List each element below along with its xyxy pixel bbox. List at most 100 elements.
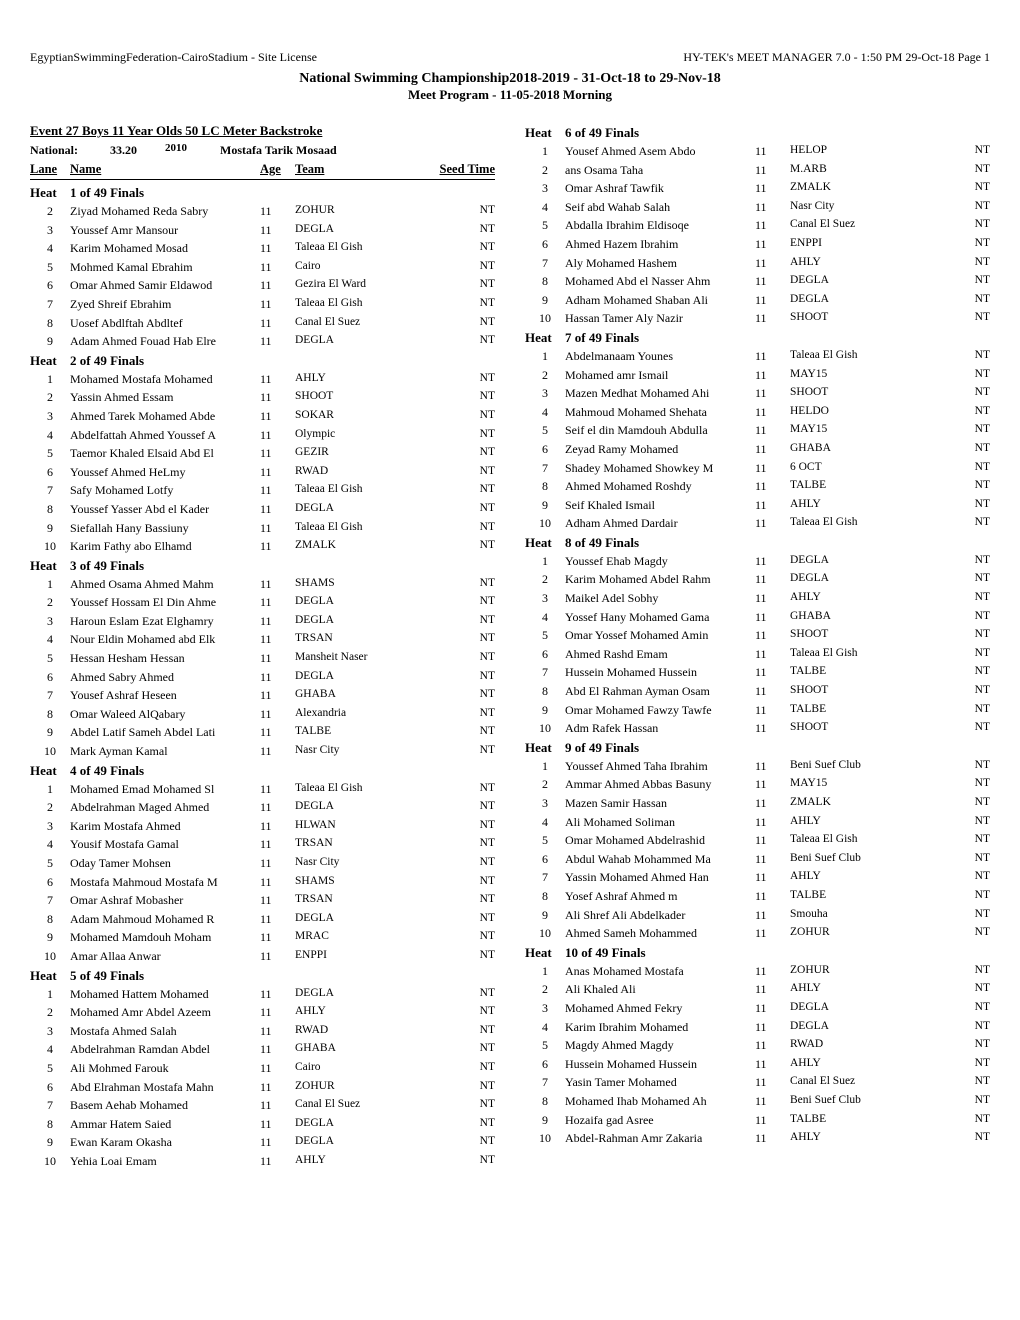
entry-lane: 9 bbox=[30, 332, 70, 351]
entry-seed: NT bbox=[910, 216, 990, 235]
entry-lane: 5 bbox=[525, 626, 565, 645]
entry-age: 11 bbox=[260, 891, 295, 910]
entry-seed: NT bbox=[910, 384, 990, 403]
entry-age: 11 bbox=[755, 962, 790, 981]
entry-lane: 6 bbox=[525, 850, 565, 869]
entry-age: 11 bbox=[260, 798, 295, 817]
entry-row: 3Mohamed Ahmed Fekry11DEGLANT bbox=[525, 999, 990, 1018]
entry-row: 6Zeyad Ramy Mohamed11GHABANT bbox=[525, 440, 990, 459]
entry-age: 11 bbox=[755, 403, 790, 422]
entry-seed: NT bbox=[415, 239, 495, 258]
entry-team: SHOOT bbox=[790, 626, 910, 645]
entry-lane: 9 bbox=[525, 1111, 565, 1130]
content-columns: Event 27 Boys 11 Year Olds 50 LC Meter B… bbox=[30, 123, 990, 1171]
entry-row: 5Omar Yossef Mohamed Amin11SHOOTNT bbox=[525, 626, 990, 645]
entry-lane: 8 bbox=[525, 272, 565, 291]
entry-name: Ahmed Sabry Ahmed bbox=[70, 668, 260, 687]
entry-lane: 8 bbox=[30, 910, 70, 929]
entry-name: Ahmed Sameh Mohammed bbox=[565, 924, 755, 943]
heat-label: Heat5 of 49 Finals bbox=[30, 966, 495, 985]
entry-lane: 6 bbox=[30, 668, 70, 687]
entry-age: 11 bbox=[755, 1055, 790, 1074]
entry-name: Omar Waleed AlQabary bbox=[70, 705, 260, 724]
entry-row: 8Adam Mahmoud Mohamed R11DEGLANT bbox=[30, 910, 495, 929]
entry-row: 6Mostafa Mahmoud Mostafa M11SHAMSNT bbox=[30, 873, 495, 892]
entry-age: 11 bbox=[755, 663, 790, 682]
entry-lane: 2 bbox=[30, 593, 70, 612]
entry-name: Mohamed Amr Abdel Azeem bbox=[70, 1003, 260, 1022]
entry-age: 11 bbox=[260, 873, 295, 892]
entry-seed: NT bbox=[415, 332, 495, 351]
entry-seed: NT bbox=[415, 388, 495, 407]
entry-seed: NT bbox=[415, 985, 495, 1004]
entry-row: 9Mohamed Mamdouh Moham11MRACNT bbox=[30, 928, 495, 947]
entry-seed: NT bbox=[910, 794, 990, 813]
entry-seed: NT bbox=[415, 649, 495, 668]
entry-team: ZMALK bbox=[790, 794, 910, 813]
entry-name: Yousef Ahmed Asem Abdo bbox=[565, 142, 755, 161]
entry-name: Karim Mohamed Abdel Rahm bbox=[565, 570, 755, 589]
entry-name: Mohamed amr Ismail bbox=[565, 366, 755, 385]
entry-team: AHLY bbox=[790, 589, 910, 608]
entry-row: 10Amar Allaa Anwar11ENPPINT bbox=[30, 947, 495, 966]
entry-row: 3Youssef Amr Mansour11DEGLANT bbox=[30, 221, 495, 240]
table-header: Lane Name Age Team Seed Time bbox=[30, 162, 495, 180]
entry-name: Adam Ahmed Fouad Hab Elre bbox=[70, 332, 260, 351]
entry-age: 11 bbox=[260, 370, 295, 389]
entry-name: Hussein Mohamed Hussein bbox=[565, 1055, 755, 1074]
entry-team: HELOP bbox=[790, 142, 910, 161]
th-lane: Lane bbox=[30, 162, 70, 177]
entry-lane: 1 bbox=[30, 370, 70, 389]
entry-age: 11 bbox=[755, 1092, 790, 1111]
entry-age: 11 bbox=[755, 514, 790, 533]
th-name: Name bbox=[70, 162, 260, 177]
entry-lane: 5 bbox=[30, 649, 70, 668]
entry-seed: NT bbox=[415, 928, 495, 947]
entry-lane: 2 bbox=[525, 366, 565, 385]
entry-seed: NT bbox=[910, 608, 990, 627]
entry-age: 11 bbox=[260, 686, 295, 705]
entry-name: Yassin Mohamed Ahmed Han bbox=[565, 868, 755, 887]
entry-lane: 6 bbox=[525, 1055, 565, 1074]
entry-age: 11 bbox=[755, 850, 790, 869]
entry-lane: 4 bbox=[525, 1018, 565, 1037]
entry-row: 7Yassin Mohamed Ahmed Han11AHLYNT bbox=[525, 868, 990, 887]
entry-name: Mazen Samir Hassan bbox=[565, 794, 755, 813]
entry-row: 9Siefallah Hany Bassiuny11Taleaa El Gish… bbox=[30, 519, 495, 538]
entry-age: 11 bbox=[755, 291, 790, 310]
entry-seed: NT bbox=[415, 463, 495, 482]
entry-age: 11 bbox=[260, 928, 295, 947]
entry-team: TALBE bbox=[790, 477, 910, 496]
entry-team: GEZIR bbox=[295, 444, 415, 463]
entry-team: ZOHUR bbox=[295, 1078, 415, 1097]
entry-row: 3Ahmed Tarek Mohamed Abde11SOKARNT bbox=[30, 407, 495, 426]
entry-age: 11 bbox=[260, 1115, 295, 1134]
entry-seed: NT bbox=[910, 496, 990, 515]
entry-age: 11 bbox=[260, 575, 295, 594]
entry-lane: 4 bbox=[30, 630, 70, 649]
entry-age: 11 bbox=[260, 1133, 295, 1152]
entry-name: Abdel Latif Sameh Abdel Lati bbox=[70, 723, 260, 742]
entry-row: 8Abd El Rahman Ayman Osam11SHOOTNT bbox=[525, 682, 990, 701]
entry-name: Oday Tamer Mohsen bbox=[70, 854, 260, 873]
entry-age: 11 bbox=[755, 831, 790, 850]
entry-name: Yehia Loai Emam bbox=[70, 1152, 260, 1171]
column-right: Heat6 of 49 Finals1Yousef Ahmed Asem Abd… bbox=[525, 123, 990, 1171]
entry-age: 11 bbox=[260, 835, 295, 854]
entry-lane: 7 bbox=[525, 254, 565, 273]
entry-name: Youssef Ahmed Taha Ibrahim bbox=[565, 757, 755, 776]
entry-lane: 9 bbox=[525, 906, 565, 925]
entry-age: 11 bbox=[260, 630, 295, 649]
entry-lane: 2 bbox=[525, 161, 565, 180]
entry-name: Mohamed Mamdouh Moham bbox=[70, 928, 260, 947]
entry-team: DEGLA bbox=[790, 272, 910, 291]
entry-team: Nasr City bbox=[295, 742, 415, 761]
entry-name: Mohamed Ihab Mohamed Ah bbox=[565, 1092, 755, 1111]
entry-age: 11 bbox=[260, 444, 295, 463]
entry-lane: 6 bbox=[525, 645, 565, 664]
record-row: National: 33.20 2010 Mostafa Tarik Mosaa… bbox=[30, 143, 495, 158]
entry-age: 11 bbox=[260, 593, 295, 612]
entry-row: 5Taemor Khaled Elsaid Abd El11GEZIRNT bbox=[30, 444, 495, 463]
entry-row: 8Youssef Yasser Abd el Kader11DEGLANT bbox=[30, 500, 495, 519]
entry-lane: 10 bbox=[525, 309, 565, 328]
